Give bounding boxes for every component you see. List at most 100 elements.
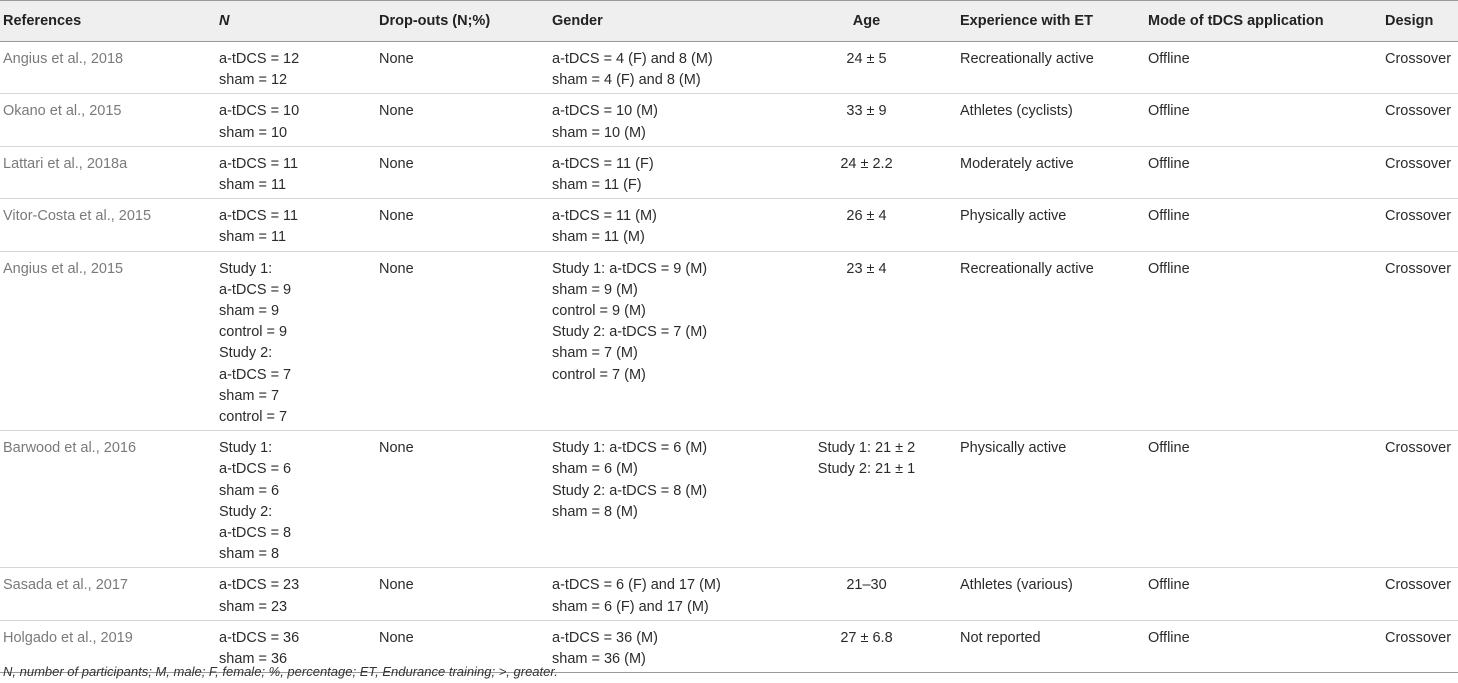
experience-cell: Recreationally active (960, 51, 1094, 67)
design-cell: Crossover (1385, 145, 1458, 199)
dropouts-cell: None (379, 250, 552, 431)
participants-cell-line: Study 2: (219, 345, 273, 362)
gender-cell-line: a-tDCS = 11 (F) (552, 155, 654, 172)
participants-cell-line: sham = 8 (219, 546, 280, 563)
age-cell: 24 ± 5 (773, 42, 960, 94)
table-row: Sasada et al., 2017 a-tDCS = 23 sham = 23 N… (0, 567, 1458, 621)
gender-cell-line: sham = 9 (M) (552, 281, 638, 298)
table-body: Angius et al., 2018 a-tDCS = 12 sham = 12 N… (0, 42, 1458, 674)
experience-cell: Physically active (960, 198, 1148, 252)
gender-cell: Study 1: a-tDCS = 9 (M) sham = 9 (M) contr… (552, 250, 773, 431)
mode-cell: Offline (1148, 51, 1190, 67)
participants-cell-line: sham = 9 (219, 303, 280, 320)
mode-cell: Offline (1148, 93, 1385, 147)
gender-cell-line: Study 1: a-tDCS = 6 (M) (552, 440, 708, 457)
age-cell: 26 ± 4 (773, 198, 960, 252)
participants-cell-line: a-tDCS = 23 (219, 577, 300, 594)
participants-cell-line: Study 1: (219, 440, 273, 457)
participants-cell-line: sham = 23 (219, 598, 288, 615)
header-dropouts: Drop-outs (N;%) (379, 0, 552, 42)
participants-cell-line: a-tDCS = 11 (219, 208, 299, 225)
age-cell-line: 23 ± 4 (846, 260, 887, 277)
gender-cell-line: sham = 11 (F) (552, 177, 642, 194)
participants-cell-line: a-tDCS = 11 (219, 155, 299, 172)
design-cell: Crossover (1385, 567, 1458, 621)
age-cell: 21–30 (773, 567, 960, 621)
dropouts-cell: None (379, 145, 552, 199)
gender-cell: a-tDCS = 36 (M) sham = 36 (M) (552, 619, 773, 674)
reference-link[interactable]: Vitor-Costa et al., 2015 (0, 198, 219, 252)
participants-cell: a-tDCS = 10 sham = 10 (219, 93, 379, 147)
header-mode: Mode of tDCS application (1148, 0, 1385, 42)
gender-cell-line: a-tDCS = 36 (M) (552, 629, 658, 646)
age-cell: 33 ± 9 (773, 93, 960, 147)
reference-link[interactable]: Lattari et al., 2018a (0, 145, 219, 199)
header-gender: Gender (552, 0, 773, 42)
mode-cell: Offline (1148, 145, 1385, 199)
dropouts-cell: None (379, 93, 552, 147)
experience-cell: Physically active (960, 430, 1148, 568)
dropouts-cell: None (379, 198, 552, 252)
age-cell: Study 1: 21 ± 2 Study 2: 21 ± 1 (773, 430, 960, 568)
table-row: Angius et al., 2018 a-tDCS = 12 sham = 12 N… (0, 42, 1458, 94)
gender-cell: Study 1: a-tDCS = 6 (M) sham = 6 (M) Study… (552, 430, 773, 568)
gender-cell-line: Study 2: a-tDCS = 8 (M) (552, 482, 708, 499)
reference-link[interactable]: Sasada et al., 2017 (0, 567, 219, 621)
participants-cell-line: sham = 11 (219, 229, 287, 246)
participants-cell-line: a-tDCS = 36 (219, 629, 300, 646)
participants-cell-line: sham = 12 (219, 72, 288, 89)
age-cell-line: 33 ± 9 (846, 103, 887, 120)
age-cell-line: Study 1: 21 ± 2 (817, 440, 916, 457)
table-row: Vitor-Costa et al., 2015 a-tDCS = 11 sham … (0, 198, 1458, 252)
table-row: Lattari et al., 2018a a-tDCS = 11 sham = 1… (0, 145, 1458, 199)
age-cell-line: 21–30 (846, 577, 887, 594)
participants-cell: a-tDCS = 11 sham = 11 (219, 198, 379, 252)
participants-cell-line: a-tDCS = 8 (219, 525, 292, 542)
gender-cell: a-tDCS = 4 (F) and 8 (M) sham = 4 (F) and… (552, 42, 773, 94)
age-cell-line: 27 ± 6.8 (840, 629, 893, 646)
design-cell: Crossover (1385, 250, 1458, 431)
participants-cell-line: a-tDCS = 10 (219, 103, 300, 120)
gender-cell-line: sham = 6 (F) and 17 (M) (552, 598, 709, 615)
table-row: Okano et al., 2015 a-tDCS = 10 sham = 10 No… (0, 93, 1458, 147)
gender-cell-line: control = 9 (M) (552, 303, 646, 320)
design-cell: Crossover (1385, 51, 1452, 67)
experience-cell: Moderately active (960, 145, 1148, 199)
design-cell: Crossover (1385, 619, 1458, 674)
reference-link[interactable]: Angius et al., 2015 (0, 250, 219, 431)
reference-link[interactable]: Barwood et al., 2016 (0, 430, 219, 568)
gender-cell-line: sham = 11 (M) (552, 229, 645, 246)
reference-link[interactable]: Holgado et al., 2019 (0, 619, 219, 674)
design-cell: Crossover (1385, 93, 1458, 147)
dropouts-cell: None (379, 619, 552, 674)
participants-cell-line: sham = 11 (219, 177, 287, 194)
age-cell: 23 ± 4 (773, 250, 960, 431)
participants-cell-line: control = 7 (219, 409, 288, 426)
mode-cell: Offline (1148, 619, 1385, 674)
age-cell-line: Study 2: 21 ± 1 (817, 461, 916, 478)
gender-cell: a-tDCS = 11 (F) sham = 11 (F) (552, 145, 773, 199)
reference-link[interactable]: Angius et al., 2018 (3, 51, 124, 67)
gender-cell-line: a-tDCS = 4 (F) and 8 (M) (552, 51, 713, 67)
participants-cell-line: a-tDCS = 12 (219, 51, 300, 67)
participants-cell-line: sham = 6 (219, 482, 280, 499)
gender-cell: a-tDCS = 6 (F) and 17 (M) sham = 6 (F) an… (552, 567, 773, 621)
age-cell: 24 ± 2.2 (773, 145, 960, 199)
mode-cell: Offline (1148, 250, 1385, 431)
header-references: References (0, 0, 219, 42)
dropouts-cell: None (379, 430, 552, 568)
gender-cell-line: sham = 8 (M) (552, 503, 638, 520)
participants-cell: a-tDCS = 11 sham = 11 (219, 145, 379, 199)
header-n: N (219, 0, 379, 42)
gender-cell-line: a-tDCS = 10 (M) (552, 103, 658, 120)
mode-cell: Offline (1148, 567, 1385, 621)
experience-cell: Athletes (cyclists) (960, 93, 1148, 147)
participants-cell: Study 1: a-tDCS = 6 sham = 6 Study 2: a-tDCS… (219, 430, 379, 568)
gender-cell-line: sham = 36 (M) (552, 651, 646, 668)
mode-cell: Offline (1148, 430, 1385, 568)
header-age: Age (773, 0, 960, 42)
reference-link[interactable]: Okano et al., 2015 (0, 93, 219, 147)
participants-cell: a-tDCS = 23 sham = 23 (219, 567, 379, 621)
dropouts-cell: None (379, 51, 414, 67)
gender-cell: a-tDCS = 11 (M) sham = 11 (M) (552, 198, 773, 252)
